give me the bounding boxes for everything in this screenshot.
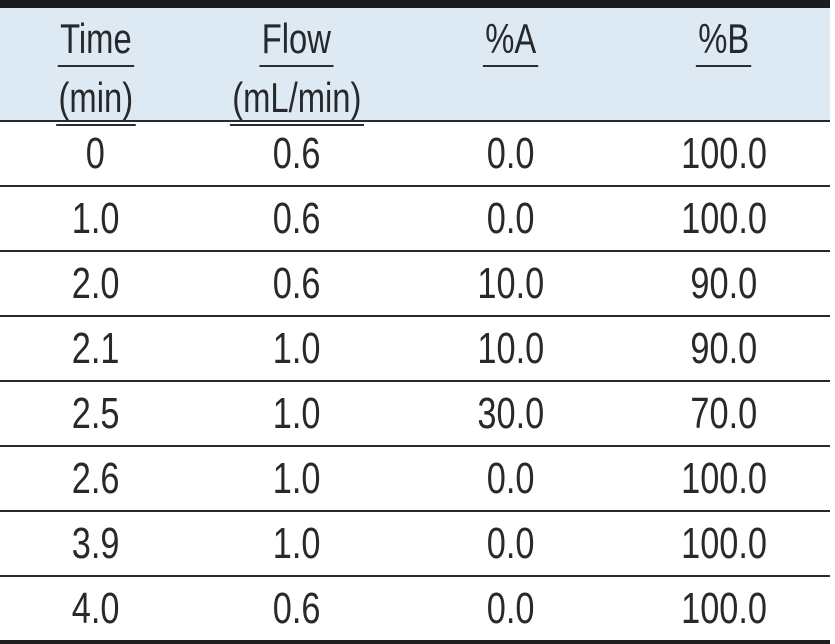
cell-value: 2.0 xyxy=(71,258,120,308)
cell-flow: 0.6 xyxy=(191,252,403,315)
cell-value: 1.0 xyxy=(272,518,321,568)
cell-value: 4.0 xyxy=(71,583,120,633)
cell-flow: 0.6 xyxy=(191,187,403,250)
cell-time: 0 xyxy=(0,122,191,185)
cell-value: 3.9 xyxy=(71,518,120,568)
cell-value: 100.0 xyxy=(681,453,768,503)
table-row: 1.0 0.6 0.0 100.0 xyxy=(0,185,830,250)
column-header-unit: (mL/min) xyxy=(229,77,364,126)
cell-flow: 0.6 xyxy=(191,577,403,640)
column-header-percent-a: %A xyxy=(403,8,619,120)
cell-percent-a: 0.0 xyxy=(403,577,619,640)
table-row: 2.6 1.0 0.0 100.0 xyxy=(0,445,830,510)
column-header-label: %B xyxy=(696,18,752,67)
cell-time: 4.0 xyxy=(0,577,191,640)
header-line: %A xyxy=(475,18,546,67)
header-line: %B xyxy=(688,18,759,67)
cell-value: 1.0 xyxy=(272,323,321,373)
cell-value: 1.0 xyxy=(272,453,321,503)
cell-value: 0.6 xyxy=(272,128,321,178)
cell-value: 0 xyxy=(85,128,105,178)
cell-percent-b: 100.0 xyxy=(618,447,830,510)
cell-value: 1.0 xyxy=(71,193,120,243)
cell-value: 1.0 xyxy=(272,388,321,438)
column-header-label: %A xyxy=(482,18,539,67)
header-line: (mL/min) xyxy=(211,77,383,126)
table-row: 2.0 0.6 10.0 90.0 xyxy=(0,250,830,315)
cell-time: 2.0 xyxy=(0,252,191,315)
cell-time: 2.1 xyxy=(0,317,191,380)
cell-value: 100.0 xyxy=(681,128,768,178)
cell-time: 2.6 xyxy=(0,447,191,510)
cell-percent-b: 90.0 xyxy=(618,252,830,315)
cell-percent-b: 100.0 xyxy=(618,122,830,185)
cell-percent-b: 90.0 xyxy=(618,317,830,380)
cell-percent-b: 100.0 xyxy=(618,187,830,250)
cell-flow: 1.0 xyxy=(191,447,403,510)
cell-percent-b: 100.0 xyxy=(618,577,830,640)
cell-percent-a: 10.0 xyxy=(403,252,619,315)
cell-percent-a: 0.0 xyxy=(403,122,619,185)
cell-value: 70.0 xyxy=(690,388,758,438)
cell-flow: 1.0 xyxy=(191,512,403,575)
column-header-percent-b: %B xyxy=(618,8,830,120)
cell-percent-a: 30.0 xyxy=(403,382,619,445)
cell-value: 0.0 xyxy=(486,583,535,633)
cell-time: 1.0 xyxy=(0,187,191,250)
cell-value: 0.0 xyxy=(486,193,535,243)
cell-flow: 0.6 xyxy=(191,122,403,185)
cell-value: 0.6 xyxy=(272,193,321,243)
column-header-flow: Flow (mL/min) xyxy=(191,8,403,126)
cell-value: 30.0 xyxy=(477,388,544,438)
column-header-label: Flow xyxy=(259,18,334,67)
table-row: 4.0 0.6 0.0 100.0 xyxy=(0,575,830,640)
cell-value: 100.0 xyxy=(681,583,768,633)
cell-flow: 1.0 xyxy=(191,382,403,445)
table-row: 2.5 1.0 30.0 70.0 xyxy=(0,380,830,445)
cell-percent-a: 0.0 xyxy=(403,187,619,250)
cell-time: 2.5 xyxy=(0,382,191,445)
cell-value: 0.0 xyxy=(486,518,535,568)
cell-value: 90.0 xyxy=(690,323,758,373)
cell-value: 10.0 xyxy=(477,323,544,373)
column-header-time: Time (min) xyxy=(0,8,191,126)
cell-flow: 1.0 xyxy=(191,317,403,380)
cell-percent-a: 0.0 xyxy=(403,512,619,575)
table-row: 0 0.6 0.0 100.0 xyxy=(0,120,830,185)
cell-value: 0.0 xyxy=(486,453,535,503)
cell-percent-a: 0.0 xyxy=(403,447,619,510)
header-line: Flow xyxy=(249,18,344,67)
cell-value: 10.0 xyxy=(477,258,544,308)
table-row: 2.1 1.0 10.0 90.0 xyxy=(0,315,830,380)
column-header-label: Time xyxy=(57,18,134,67)
header-line: (min) xyxy=(45,77,147,126)
cell-percent-a: 10.0 xyxy=(403,317,619,380)
table-row: 3.9 1.0 0.0 100.0 xyxy=(0,510,830,575)
cell-value: 0.6 xyxy=(272,258,321,308)
cell-percent-b: 100.0 xyxy=(618,512,830,575)
cell-value: 0.0 xyxy=(486,128,535,178)
table-header-row: Time (min) Flow (mL/min) %A %B xyxy=(0,8,830,126)
header-line: Time xyxy=(47,18,145,67)
cell-value: 90.0 xyxy=(690,258,758,308)
column-header-unit: (min) xyxy=(55,77,136,126)
cell-value: 0.6 xyxy=(272,583,321,633)
cell-value: 100.0 xyxy=(681,193,768,243)
cell-time: 3.9 xyxy=(0,512,191,575)
cell-value: 100.0 xyxy=(681,518,768,568)
cell-value: 2.5 xyxy=(71,388,120,438)
cell-value: 2.1 xyxy=(71,323,120,373)
cell-value: 2.6 xyxy=(71,453,120,503)
cell-percent-b: 70.0 xyxy=(618,382,830,445)
